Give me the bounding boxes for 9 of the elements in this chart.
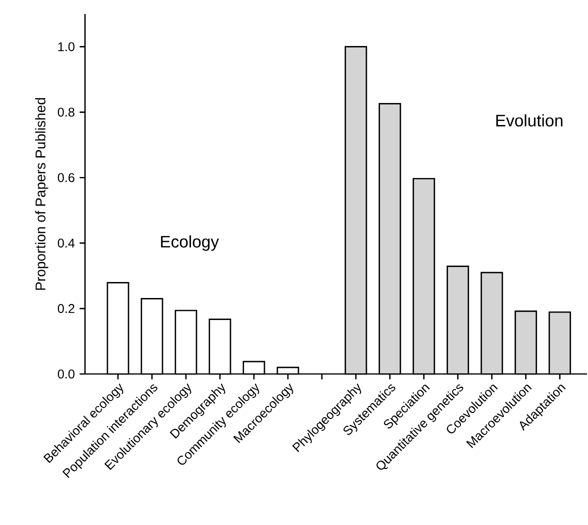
y-tick-label: 0.4 <box>58 238 75 248</box>
annotation: Evolution <box>496 114 562 126</box>
annotation: Ecology <box>161 235 219 251</box>
y-tick-label: 1.0 <box>58 42 74 52</box>
y-axis-title: Proportion of Papers Published <box>35 98 48 290</box>
y-tick-label: 0.8 <box>58 108 74 117</box>
y-tick-label: 0.0 <box>58 370 74 378</box>
y-tick-label: 0.2 <box>58 304 74 314</box>
y-tick-label: 0.6 <box>58 173 74 182</box>
